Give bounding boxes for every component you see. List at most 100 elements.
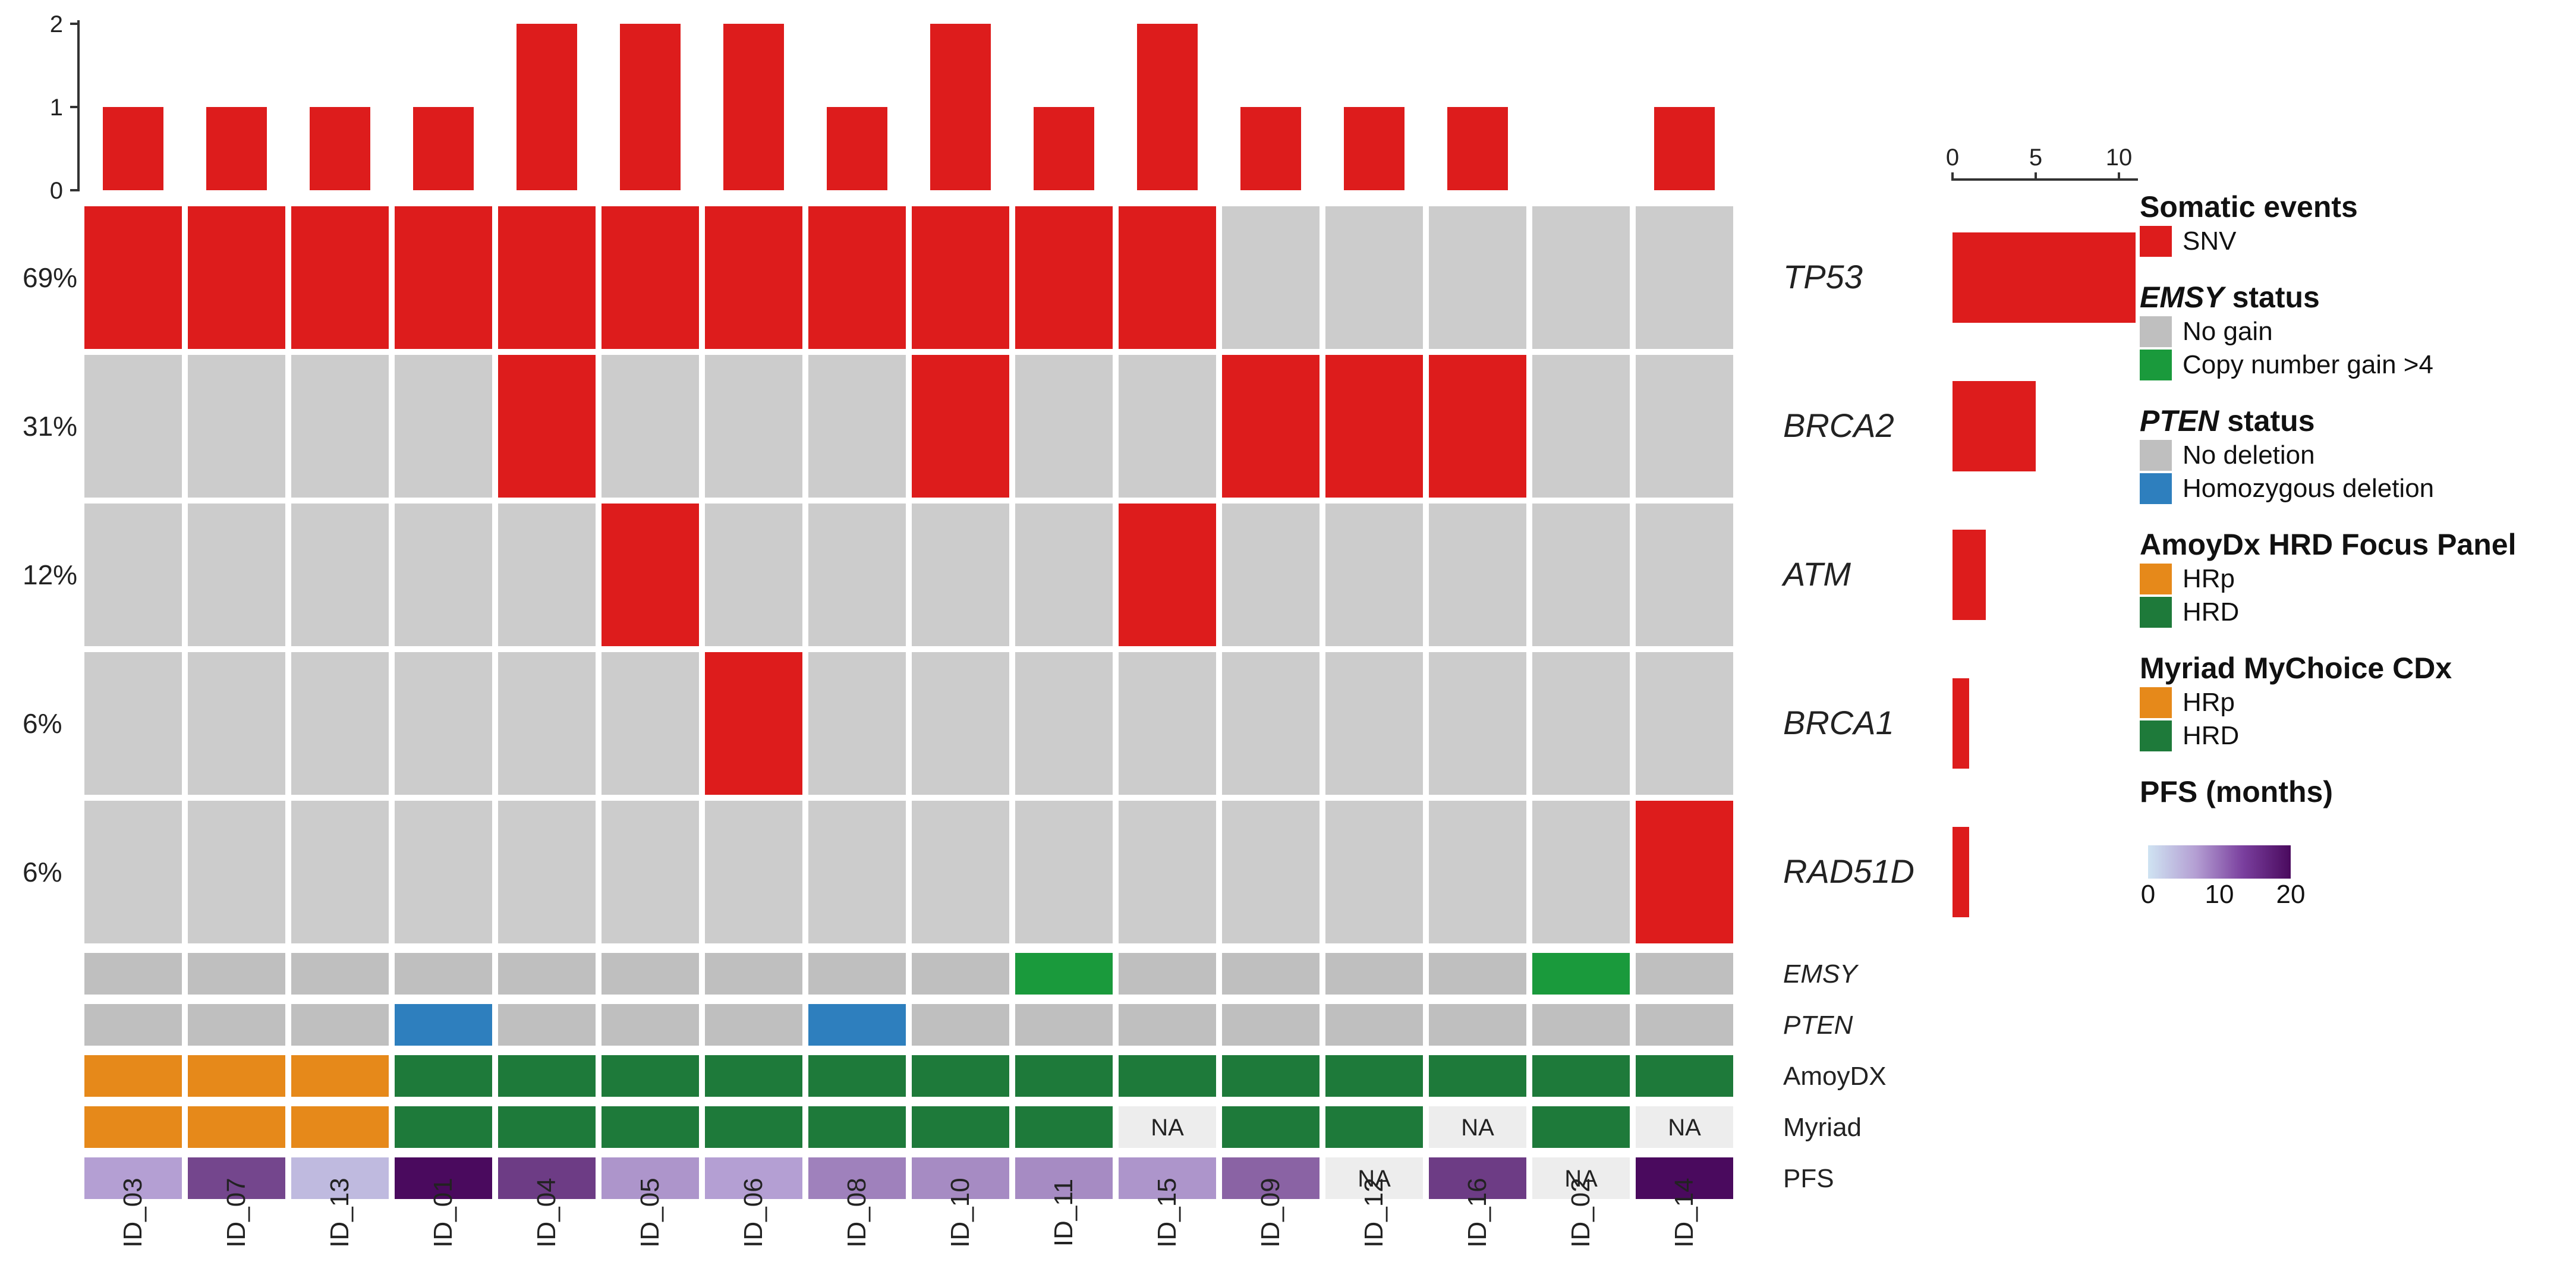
- annotation-cell-amoydx: [1429, 1055, 1526, 1097]
- sample-label-id-15: ID_15: [1152, 1178, 1182, 1247]
- matrix-cell: [602, 355, 699, 498]
- annotation-cell-myriad: [602, 1106, 699, 1148]
- annotation-na-label: NA: [1668, 1115, 1701, 1141]
- annotation-cell-pten: [188, 1004, 285, 1046]
- annotation-cell-myriad: [395, 1106, 492, 1148]
- gene-percent-brca1: 6%: [23, 708, 62, 739]
- legend-item-snv: SNV: [2140, 225, 2568, 258]
- matrix-cell: [1532, 801, 1630, 943]
- matrix-cell: [1015, 652, 1113, 795]
- right-bar-brca1: [1953, 678, 1969, 769]
- top-bar: [103, 107, 163, 190]
- annotation-cell-amoydx: [1119, 1055, 1216, 1097]
- matrix-cell: [912, 355, 1009, 498]
- annotation-cell-pten: [498, 1004, 596, 1046]
- legend-item-no-deletion: No deletion: [2140, 439, 2568, 472]
- sample-label-id-07: ID_07: [222, 1178, 251, 1247]
- matrix-cell: [1119, 355, 1216, 498]
- legend-swatch-amoy-hrp: [2140, 564, 2172, 594]
- annotation-cell-pten: [84, 1004, 182, 1046]
- sample-label-id-04: ID_04: [532, 1178, 561, 1247]
- matrix-cell: [188, 355, 285, 498]
- sample-label-id-03: ID_03: [118, 1178, 147, 1247]
- matrix-cell: [1325, 801, 1423, 943]
- legend-pten-title-rest: status: [2219, 404, 2314, 438]
- annotation-cell-amoydx: [1532, 1055, 1630, 1097]
- top-bar: [413, 107, 474, 190]
- annotation-cell-amoydx: [1015, 1055, 1113, 1097]
- legend-pten-title: PTEN status: [2140, 403, 2568, 439]
- gene-percent-atm: 12%: [23, 559, 77, 590]
- matrix-cell: [1119, 206, 1216, 349]
- annotation-cell-myriad: [1015, 1106, 1113, 1148]
- gene-name-tp53: TP53: [1783, 258, 1863, 295]
- matrix-cell: [705, 652, 802, 795]
- pfs-scale-ticks: 0 10 20: [2148, 879, 2303, 908]
- gene-name-brca2: BRCA2: [1783, 407, 1894, 444]
- sample-label-id-16: ID_16: [1463, 1178, 1492, 1247]
- matrix-cell: [705, 504, 802, 646]
- matrix-cell: [188, 652, 285, 795]
- matrix-cell: [1429, 801, 1526, 943]
- top-bar: [1137, 24, 1198, 190]
- matrix-cell: [1015, 504, 1113, 646]
- matrix-cell: [1222, 652, 1320, 795]
- legend-label-no-gain: No gain: [2183, 317, 2273, 347]
- sample-label-id-08: ID_08: [842, 1178, 871, 1247]
- matrix-cell: [498, 206, 596, 349]
- sample-label-id-10: ID_10: [946, 1178, 975, 1247]
- matrix-cell: [84, 504, 182, 646]
- legend-swatch-myriad-hrd: [2140, 720, 2172, 751]
- top-bar: [620, 24, 681, 190]
- annotation-label-myriad: Myriad: [1783, 1113, 1862, 1142]
- matrix-cell: [1015, 206, 1113, 349]
- annotation-cell-pten: [1429, 1004, 1526, 1046]
- top-bar: [1654, 107, 1715, 190]
- sample-label-id-02: ID_02: [1566, 1178, 1595, 1247]
- matrix-cell: [1636, 206, 1733, 349]
- matrix-cell: [1325, 652, 1423, 795]
- annotation-cell-amoydx: [602, 1055, 699, 1097]
- legend-emsy-gene: EMSY: [2140, 281, 2224, 314]
- legend-emsy-title-rest: status: [2224, 281, 2320, 314]
- matrix-cell: [1636, 504, 1733, 646]
- matrix-cell: [1532, 652, 1630, 795]
- annotation-cell-emsy: [1119, 953, 1216, 995]
- legend-swatch-amoy-hrd: [2140, 597, 2172, 628]
- matrix-cell: [188, 801, 285, 943]
- legend-label-amoy-hrd: HRD: [2183, 597, 2239, 627]
- legend-item-amoy-hrd: HRD: [2140, 596, 2568, 629]
- legend-pten-gene: PTEN: [2140, 404, 2219, 438]
- matrix-cell: [1429, 504, 1526, 646]
- matrix-cell: [808, 355, 906, 498]
- matrix-cell: [291, 206, 389, 349]
- matrix-cell: [395, 206, 492, 349]
- pfs-tick-20: 20: [2276, 880, 2306, 910]
- matrix-cell: [1429, 652, 1526, 795]
- legend-amoy-title: AmoyDx HRD Focus Panel: [2140, 527, 2568, 562]
- top-bar-tick-label: 1: [50, 95, 63, 121]
- matrix-cell: [84, 355, 182, 498]
- annotation-cell-emsy: [1636, 953, 1733, 995]
- annotation-cell-myriad: [1222, 1106, 1320, 1148]
- matrix-cell: [912, 652, 1009, 795]
- legend-amoy: AmoyDx HRD Focus Panel HRp HRD: [2140, 527, 2568, 629]
- annotation-cell-myriad: [498, 1106, 596, 1148]
- annotation-cell-amoydx: [705, 1055, 802, 1097]
- annotation-cell-myriad: [808, 1106, 906, 1148]
- annotation-cell-amoydx: [84, 1055, 182, 1097]
- legend-label-homozygous-deletion: Homozygous deletion: [2183, 474, 2434, 504]
- pfs-tick-10: 10: [2205, 880, 2234, 910]
- matrix-cell: [1119, 801, 1216, 943]
- gene-percent-tp53: 69%: [23, 262, 77, 293]
- sample-label-id-11: ID_11: [1049, 1179, 1078, 1247]
- top-bar-tick-label: 2: [50, 11, 63, 37]
- annotation-cell-emsy: [1222, 953, 1320, 995]
- annotation-cell-pten: [705, 1004, 802, 1046]
- matrix-cell: [1222, 801, 1320, 943]
- legend-label-snv: SNV: [2183, 226, 2236, 256]
- annotation-cell-myriad: [705, 1106, 802, 1148]
- gene-name-brca1: BRCA1: [1783, 704, 1894, 741]
- annotation-cell-amoydx: [1325, 1055, 1423, 1097]
- matrix-cell: [602, 652, 699, 795]
